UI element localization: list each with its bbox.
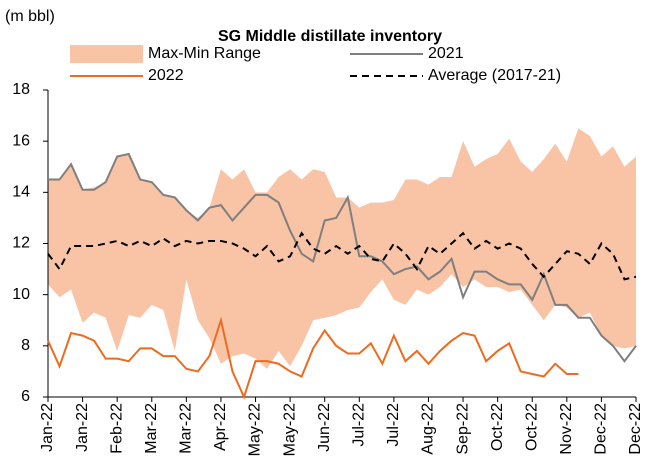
x-tick-label: Aug-22 bbox=[420, 403, 437, 455]
y-tick-label: 12 bbox=[12, 235, 30, 252]
y-tick-label: 14 bbox=[12, 184, 30, 201]
legend-label: Average (2017-21) bbox=[428, 67, 561, 84]
x-tick-label: Jul-22 bbox=[385, 403, 402, 447]
x-tick-label: Apr-22 bbox=[212, 403, 229, 451]
y-axis-label: (m bbl) bbox=[5, 8, 55, 25]
legend-swatch bbox=[70, 45, 143, 63]
legend-label: Max-Min Range bbox=[148, 45, 261, 62]
legend-label: 2022 bbox=[148, 67, 184, 84]
x-tick-label: May-22 bbox=[247, 403, 264, 456]
x-tick-label: Jan-22 bbox=[39, 403, 56, 452]
y-tick-label: 6 bbox=[21, 388, 30, 405]
y-tick-label: 8 bbox=[21, 337, 30, 354]
series-line bbox=[47, 316, 579, 400]
x-tick-label: Mar-22 bbox=[143, 403, 160, 454]
x-tick-label: Jun-22 bbox=[316, 403, 333, 452]
y-tick-label: 16 bbox=[12, 132, 30, 149]
x-tick-label: Oct-22 bbox=[489, 403, 506, 451]
x-tick-label: Nov-22 bbox=[558, 403, 575, 455]
x-tick-label: May-22 bbox=[281, 403, 298, 456]
series-line bbox=[48, 152, 637, 363]
x-tick-label: Jul-22 bbox=[351, 403, 368, 447]
x-tick-label: Dec-22 bbox=[627, 403, 644, 455]
x-tick-label: Jan-22 bbox=[74, 403, 91, 452]
x-tick-label: Sep-22 bbox=[454, 403, 471, 455]
series-line bbox=[47, 231, 637, 281]
y-tick-label: 18 bbox=[12, 81, 30, 98]
range-band bbox=[48, 128, 636, 369]
legend-label: 2021 bbox=[428, 45, 464, 62]
x-tick-label: Feb-22 bbox=[108, 403, 125, 454]
chart-title: SG Middle distillate inventory bbox=[218, 28, 442, 45]
x-tick-label: Mar-22 bbox=[178, 403, 195, 454]
y-tick-label: 10 bbox=[12, 286, 30, 303]
x-tick-label: Oct-22 bbox=[523, 403, 540, 451]
x-tick-label: Dec-22 bbox=[593, 403, 610, 455]
